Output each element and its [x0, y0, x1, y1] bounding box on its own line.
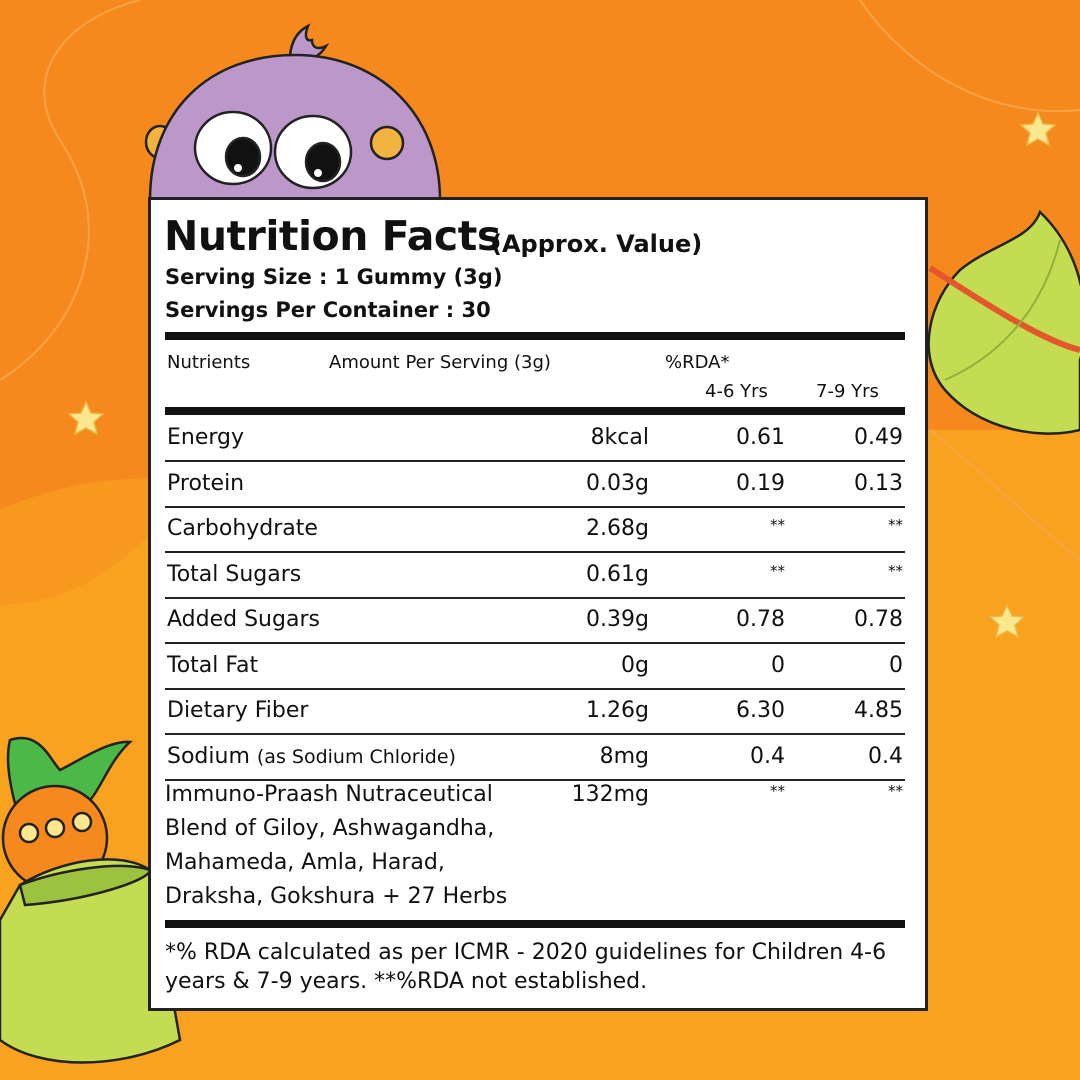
- rda-7-9: 4.85: [854, 698, 903, 723]
- nutrient-amount: 8mg: [599, 744, 649, 769]
- leaf-icon: [927, 209, 1080, 435]
- nutrient-name: Immuno-Praash Nutraceutical Blend of Gil…: [165, 782, 508, 909]
- header-age-7-9: 7-9 Yrs: [816, 381, 879, 402]
- nutrient-name: Added Sugars: [167, 607, 320, 632]
- header-rda: %RDA*: [665, 352, 730, 373]
- star-icon: [988, 603, 1026, 639]
- table-row: Protein 0.03g 0.19 0.13: [165, 461, 905, 508]
- purple-mascot-icon: [144, 23, 442, 202]
- nutrition-facts-panel: Nutrition Facts (Approx. Value) Serving …: [148, 197, 928, 1011]
- thick-divider: [165, 407, 905, 415]
- table-row: Dietary Fiber 1.26g 6.30 4.85: [165, 688, 905, 735]
- table-row: Carbohydrate 2.68g ** **: [165, 506, 905, 553]
- approx-value-note: (Approx. Value): [491, 230, 703, 258]
- table-row: Total Fat 0g 0 0: [165, 643, 905, 690]
- rda-4-6: 0: [771, 653, 785, 678]
- nutrient-name: Carbohydrate: [167, 516, 318, 541]
- rda-4-6: 0.19: [736, 471, 785, 496]
- star-icon: [1019, 111, 1057, 147]
- header-age-4-6: 4-6 Yrs: [705, 381, 768, 402]
- table-row: Sodium (as Sodium Chloride) 8mg 0.4 0.4: [165, 734, 905, 781]
- rda-7-9: 0.13: [854, 471, 903, 496]
- table-row: Immuno-Praash Nutraceutical Blend of Gil…: [165, 778, 905, 914]
- nutrient-name: Protein: [167, 471, 245, 496]
- nutrient-amount: 8kcal: [590, 425, 649, 450]
- rda-footnote: *% RDA calculated as per ICMR - 2020 gui…: [165, 940, 887, 994]
- rda-4-6: 0.61: [736, 425, 785, 450]
- nutrient-amount: 0.03g: [586, 471, 649, 496]
- nutrient-amount: 0.39g: [586, 607, 649, 632]
- thick-divider: [165, 332, 905, 340]
- serving-size: Serving Size : 1 Gummy (3g): [165, 265, 503, 289]
- star-icon: [67, 400, 105, 436]
- nutrient-amount: 1.26g: [586, 698, 649, 723]
- rda-7-9: 0: [889, 653, 903, 678]
- nutrient-amount: 2.68g: [586, 516, 649, 541]
- table-row: Total Sugars 0.61g ** **: [165, 552, 905, 599]
- header-nutrients: Nutrients: [167, 352, 251, 373]
- nutrient-name-text: Sodium: [167, 744, 250, 769]
- rda-7-9: **: [888, 562, 903, 580]
- servings-per-container: Servings Per Container : 30: [165, 298, 491, 322]
- nutrient-amount: 132mg: [571, 782, 649, 807]
- rda-7-9: **: [888, 516, 903, 534]
- nutrition-title: Nutrition Facts: [164, 212, 501, 260]
- table-row: Added Sugars 0.39g 0.78 0.78: [165, 597, 905, 644]
- rda-4-6: **: [770, 562, 785, 580]
- rda-7-9: **: [888, 782, 903, 800]
- nutrient-name: Energy: [167, 425, 245, 450]
- table-row: Energy 8kcal 0.61 0.49: [165, 415, 905, 462]
- rda-4-6: 0.78: [736, 607, 785, 632]
- nutrient-name-note: (as Sodium Chloride): [256, 746, 456, 768]
- rda-4-6: **: [770, 782, 785, 800]
- nutrient-name: Total Fat: [167, 653, 259, 678]
- rda-4-6: 6.30: [736, 698, 785, 723]
- rda-7-9: 0.4: [868, 744, 903, 769]
- thick-divider: [165, 920, 905, 928]
- bottle-mascot-icon: [0, 736, 182, 1064]
- nutrient-name: Sodium (as Sodium Chloride): [167, 744, 456, 769]
- nutrient-name: Dietary Fiber: [167, 698, 309, 723]
- rda-4-6: **: [770, 516, 785, 534]
- rda-7-9: 0.49: [854, 425, 903, 450]
- nutrient-amount: 0g: [621, 653, 649, 678]
- nutrient-amount: 0.61g: [586, 562, 649, 587]
- rda-4-6: 0.4: [750, 744, 785, 769]
- nutrient-name: Total Sugars: [167, 562, 302, 587]
- rda-7-9: 0.78: [854, 607, 903, 632]
- header-amount: Amount Per Serving (3g): [329, 352, 551, 373]
